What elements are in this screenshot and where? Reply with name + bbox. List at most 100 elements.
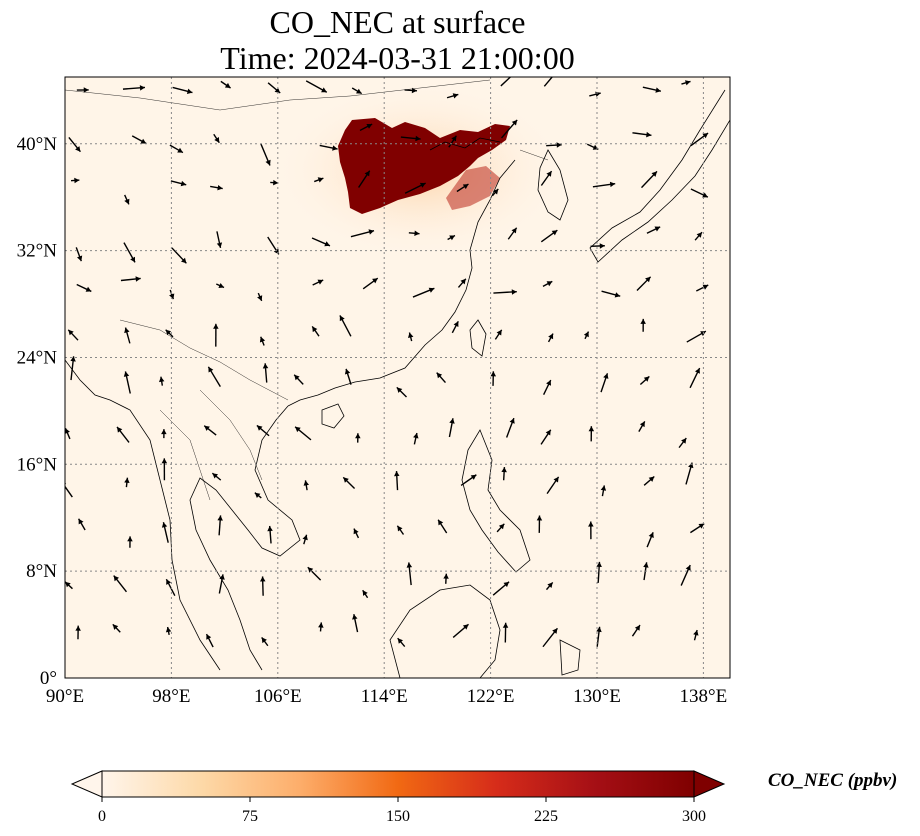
- wind-arrow-head: [681, 438, 687, 444]
- coastline-myanmar-india: [65, 359, 221, 671]
- wind-arrow-head: [312, 326, 318, 333]
- lat-tick-label: 0°: [40, 668, 57, 689]
- wind-arrow-head: [511, 227, 517, 234]
- wind-arrow-head: [588, 426, 595, 432]
- colorbar: 0 75 150 225 300: [70, 770, 726, 825]
- wind-arrow-head: [127, 536, 133, 542]
- border-china-south: [119, 319, 289, 401]
- wind-arrow-head: [372, 278, 378, 284]
- wind-arrow-head: [419, 182, 426, 188]
- wind-arrow-head: [588, 521, 594, 527]
- wind-arrow-head: [366, 124, 373, 129]
- wind-arrow-head: [408, 332, 414, 338]
- lon-tick-label: 138°E: [680, 686, 728, 707]
- wind-arrow-head: [428, 287, 435, 293]
- wind-arrow-head: [261, 637, 267, 644]
- wind-arrow-head: [702, 192, 708, 198]
- wind-arrow-head: [364, 170, 370, 177]
- wind-arrow-head: [698, 523, 705, 529]
- coastline-borneo: [389, 584, 501, 678]
- wind-arrow-head: [123, 371, 130, 377]
- coastline-korea: [537, 149, 569, 221]
- lat-tick-label: 16°N: [17, 454, 58, 475]
- colorbar-body: [101, 770, 695, 798]
- wind-arrow-head: [217, 515, 223, 521]
- colorbar-label: CO_NEC (ppbv): [768, 770, 898, 791]
- colorbar-extend-high: [693, 770, 726, 798]
- wind-arrow-head: [218, 283, 224, 288]
- wind-arrow-shaft: [65, 485, 73, 498]
- wind-arrow-head: [646, 131, 652, 138]
- wind-arrow-head: [502, 622, 509, 628]
- wind-arrow-head: [166, 579, 172, 585]
- wind-arrow-head: [219, 574, 225, 580]
- wind-arrow-head: [303, 480, 309, 486]
- wind-arrow-head: [70, 356, 76, 362]
- wind-arrow-head: [317, 279, 324, 285]
- wind-arrow-head: [556, 142, 562, 148]
- colorbar-tick-label: 225: [534, 808, 558, 825]
- wind-arrow-head: [451, 135, 457, 142]
- wind-arrow-head: [130, 256, 135, 263]
- wind-arrow-head: [362, 590, 368, 596]
- wind-arrow-head: [324, 241, 330, 247]
- wind-vectors: [65, 69, 709, 648]
- wind-arrow-head: [695, 368, 700, 374]
- lat-tick-label: 24°N: [17, 347, 58, 368]
- wind-arrow-head: [554, 69, 559, 75]
- wind-arrow-head: [75, 146, 81, 152]
- wind-arrow-head: [339, 315, 345, 322]
- wind-arrow-head: [124, 198, 130, 205]
- border-thailand: [159, 409, 211, 501]
- wind-arrow-head: [343, 477, 349, 483]
- latitude-axis: 0° 8°N 16°N 24°N 32°N 40°N: [17, 134, 58, 689]
- wind-arrow-head: [124, 327, 130, 334]
- coastline-japan: [589, 89, 730, 263]
- wind-arrow-head: [180, 180, 187, 187]
- lon-tick-label: 90°E: [46, 686, 84, 707]
- wind-arrow-head: [85, 286, 92, 292]
- wind-arrow-head: [256, 425, 263, 431]
- coastlines: [65, 89, 730, 678]
- wind-arrow-head: [75, 625, 81, 631]
- wind-arrow-head: [177, 147, 183, 153]
- wind-arrow-head: [74, 177, 80, 184]
- wind-arrow-head: [654, 226, 661, 232]
- wind-arrow-head: [117, 426, 123, 433]
- colorbar-tick-label: 0: [98, 808, 106, 825]
- wind-arrow-head: [655, 87, 661, 93]
- wind-arrow-head: [452, 93, 459, 99]
- wind-arrow-head: [396, 387, 403, 393]
- wind-arrow-head: [596, 626, 602, 633]
- wind-arrow-head: [259, 336, 266, 343]
- wind-arrow-head: [267, 526, 273, 532]
- wind-arrow-head: [397, 638, 403, 644]
- lat-tick-label: 40°N: [17, 134, 58, 155]
- wind-arrow-head: [651, 171, 657, 177]
- wind-arrow-head: [639, 421, 645, 428]
- wind-arrow-head: [273, 179, 279, 186]
- lon-tick-label: 114°E: [361, 686, 408, 707]
- wind-arrow-head: [65, 581, 71, 588]
- wind-arrow-head: [356, 88, 362, 94]
- wind-arrow-head: [113, 575, 119, 582]
- coastline-philippines: [461, 429, 531, 573]
- wind-arrow-head: [449, 418, 455, 424]
- wind-arrow-head: [112, 624, 119, 630]
- wind-arrow-head: [462, 624, 469, 630]
- wind-arrow-head: [78, 518, 84, 525]
- wind-arrow-head: [511, 289, 517, 295]
- country-borders: [65, 79, 549, 501]
- wind-arrow-head: [397, 525, 403, 532]
- wind-arrow-head: [169, 293, 175, 300]
- wind-arrow-head: [212, 473, 218, 479]
- wind-arrow-head: [257, 295, 263, 301]
- coastline-indochina: [189, 405, 301, 671]
- lon-tick-label: 130°E: [573, 686, 621, 707]
- lat-tick-label: 32°N: [17, 241, 58, 262]
- wind-arrow-shaft: [543, 77, 554, 87]
- wind-arrow-head: [65, 428, 70, 434]
- coastline-bohai: [429, 137, 501, 151]
- wind-arrow-head: [462, 184, 469, 190]
